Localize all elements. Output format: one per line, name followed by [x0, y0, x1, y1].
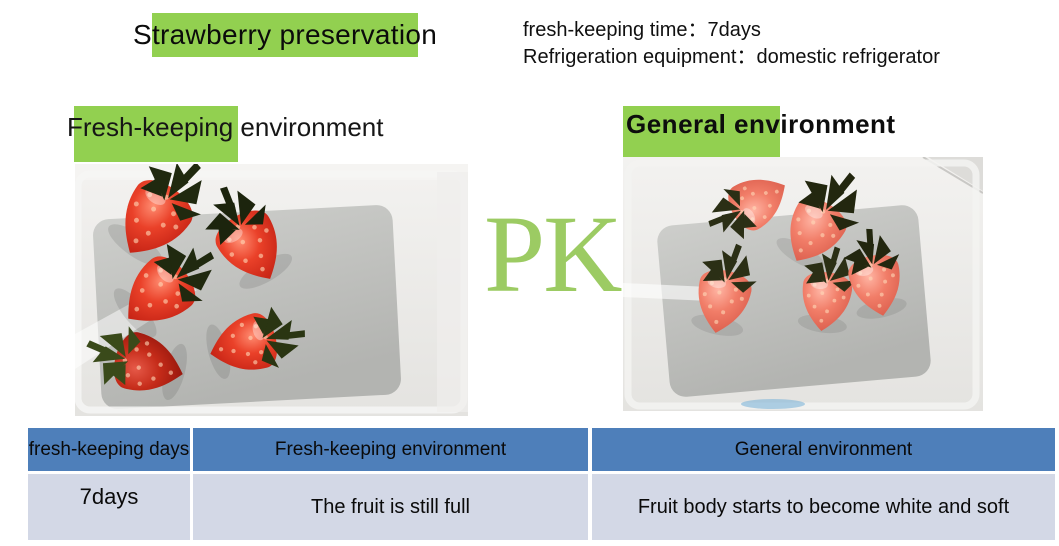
strawberry: [77, 316, 191, 403]
table-header-general-env: General environment: [592, 428, 1055, 471]
strawberry: [103, 164, 224, 272]
info-line-refrigeration-equipment: Refrigeration equipment：domestic refrige…: [523, 46, 940, 68]
strawberry: [108, 225, 232, 343]
table-header-days: fresh-keeping days: [28, 428, 190, 471]
fresh-keeping-photo: [75, 164, 468, 416]
strawberry: [838, 223, 909, 322]
strawberry: [203, 299, 313, 381]
left-label-highlight: [74, 106, 238, 162]
general-environment-label: General environment: [626, 109, 896, 139]
general-environment-photo: [623, 157, 983, 411]
info-block: fresh-keeping time：7days Refrigeration e…: [523, 17, 940, 71]
strawberry: [773, 157, 879, 275]
blue-label-mark: [741, 399, 805, 409]
table-cell-days: 7days: [28, 474, 190, 540]
table-cell-general-env-result: Fruit body starts to become white and so…: [592, 474, 1055, 540]
pk-versus-text: PK: [484, 193, 623, 315]
table-cell-fresh-env-result: The fruit is still full: [193, 474, 588, 540]
strawberry: [689, 237, 764, 339]
strawberry: [191, 172, 296, 294]
title-highlight: [152, 13, 418, 57]
strawberry: [796, 242, 861, 335]
right-label-highlight: [623, 106, 780, 157]
info-line-fresh-keeping-time: fresh-keeping time：7days: [523, 19, 761, 41]
fresh-keeping-environment-label: Fresh-keeping environment: [67, 112, 384, 142]
page-title: Strawberry preservation: [133, 19, 438, 50]
table-header-fresh-env: Fresh-keeping environment: [193, 428, 588, 471]
